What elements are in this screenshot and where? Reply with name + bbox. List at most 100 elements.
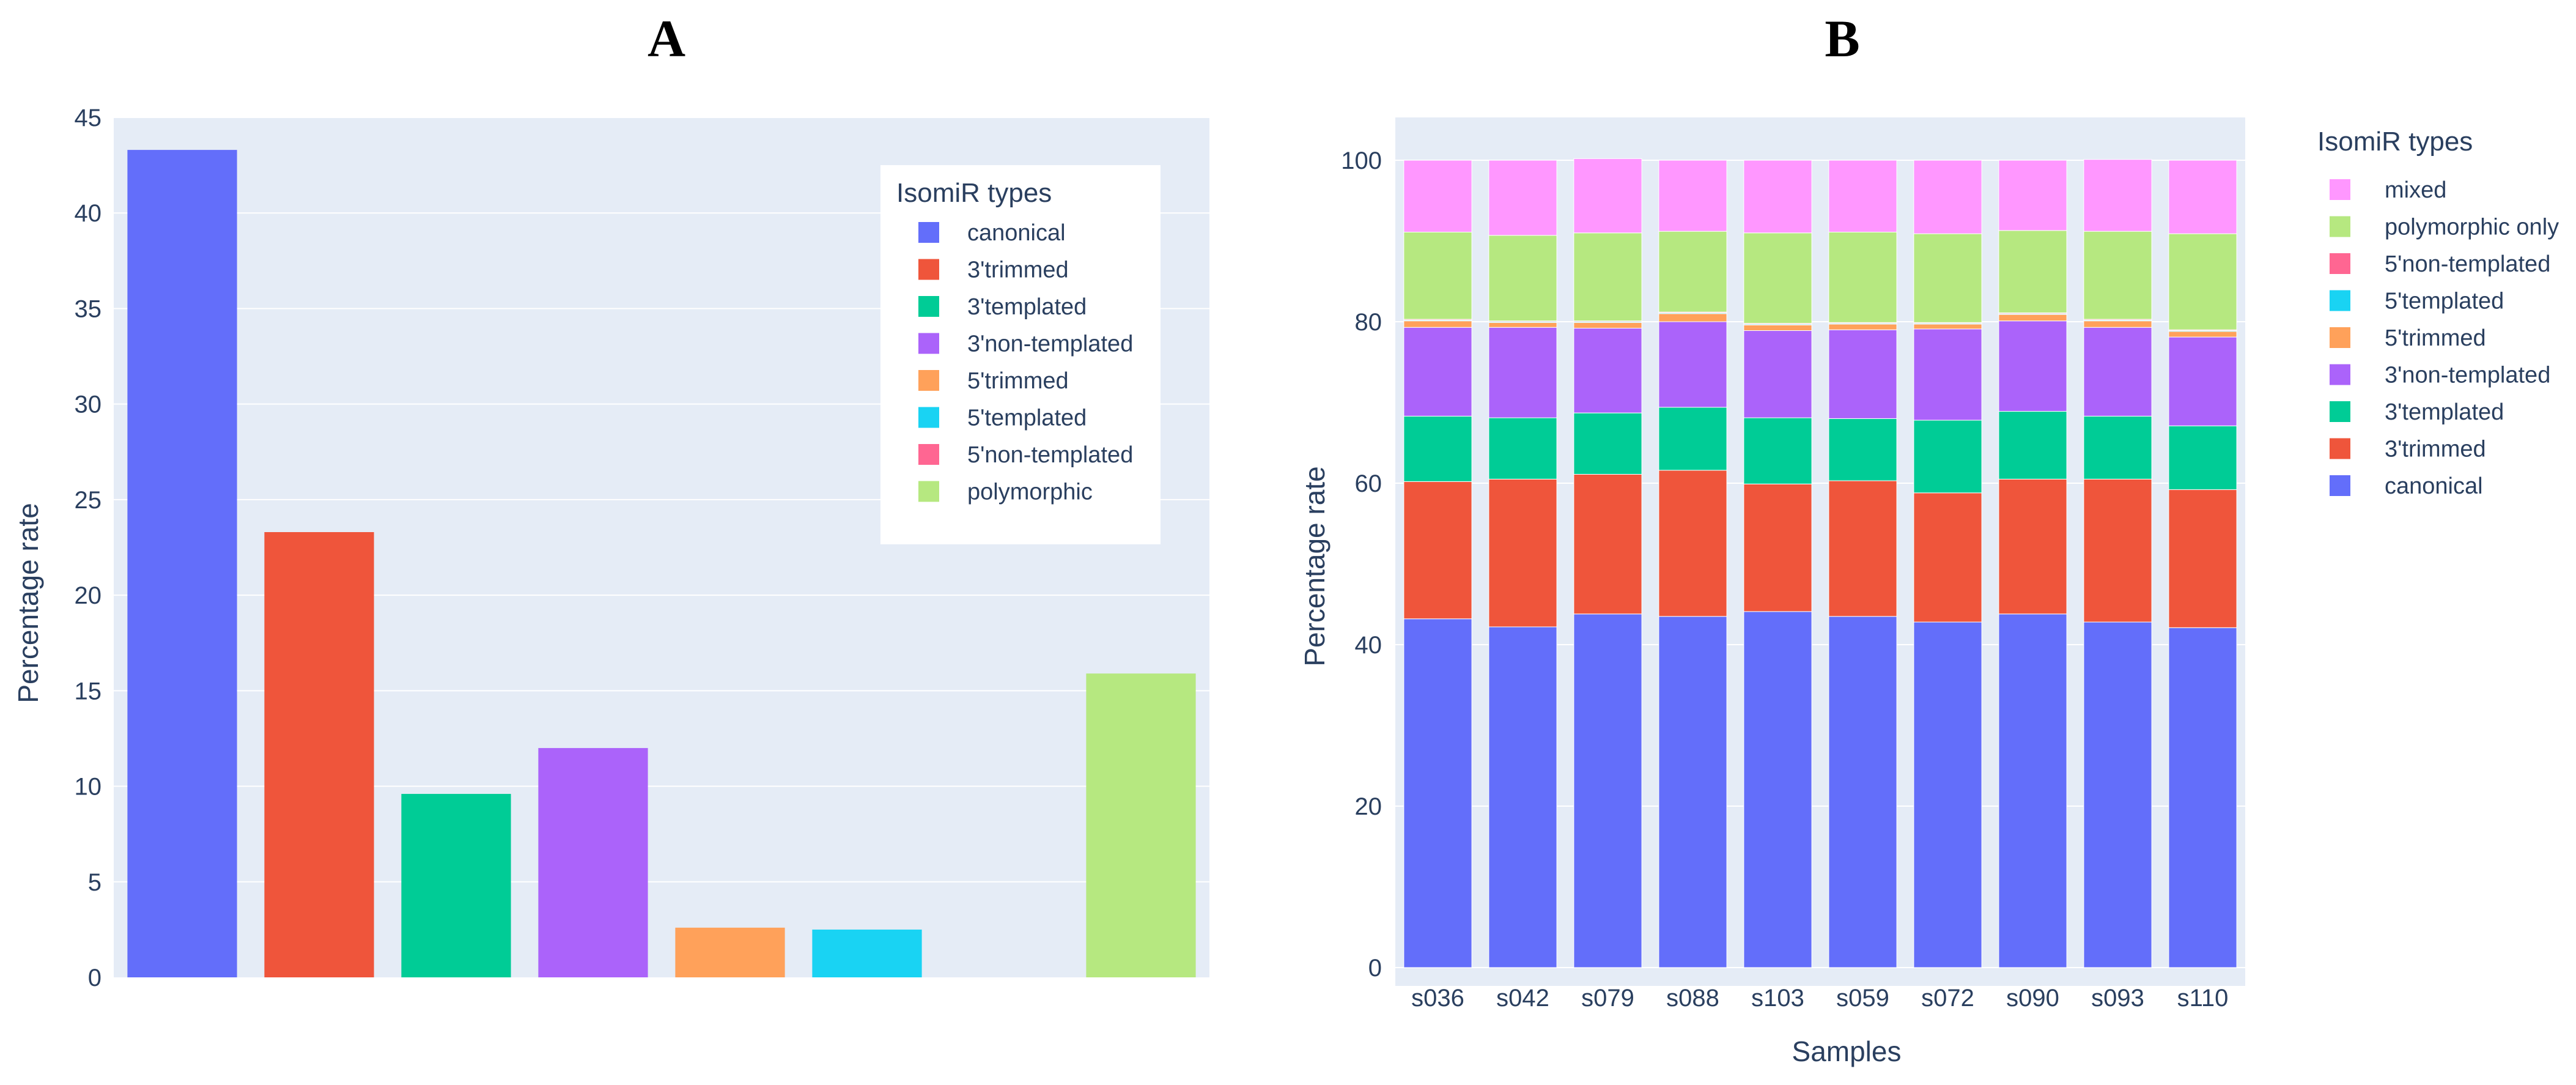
chart-a-legend-swatch (918, 444, 939, 465)
chart-b-bar-s079-3templated (1573, 412, 1642, 475)
chart-a-legend-swatch (918, 407, 939, 428)
chart-b-bar-s090-polymorphic-only (1998, 230, 2067, 313)
chart-b-bar-s093-5trimmed (2083, 320, 2152, 328)
chart-b-x-tick-label: s059 (1836, 985, 1889, 1012)
chart-b-x-tick-label: s088 (1666, 985, 1719, 1012)
chart-b-bar-s088-polymorphic-only (1658, 231, 1727, 313)
chart-b-bar-s079-canonical (1573, 613, 1642, 968)
chart-a-y-tick-label: 35 (75, 295, 102, 322)
chart-b-legend-swatch (2330, 216, 2350, 237)
chart-b-y-tick-label: 20 (1355, 793, 1382, 820)
chart-a-legend-label: canonical (967, 220, 1066, 246)
chart-b-bar-s088-canonical (1658, 616, 1727, 968)
chart-b-legend-label: 5'trimmed (2385, 325, 2486, 351)
chart-b-legend-swatch (2330, 475, 2350, 496)
chart-b-bar-s042-3non-templated (1488, 327, 1557, 418)
chart-b-legend-swatch (2330, 438, 2350, 459)
chart-a-legend-swatch (918, 333, 939, 354)
chart-b-legend-swatch (2330, 253, 2350, 274)
chart-b-bar-s093-canonical (2083, 621, 2152, 968)
chart-a-y-tick-label: 40 (75, 200, 102, 227)
chart-b-bar-s093-3templated (2083, 415, 2152, 480)
chart-a-legend-swatch (918, 222, 939, 243)
chart-b-bar-s110-3trimmed (2168, 489, 2237, 628)
chart-b-y-tick-label: 80 (1355, 309, 1382, 336)
chart-b-bar-s072-mixed (1913, 160, 1982, 234)
chart-b-legend-label: mixed (2385, 177, 2446, 203)
chart-a-legend-swatch (918, 481, 939, 502)
chart-b-bar-s042-polymorphic-only (1488, 235, 1557, 322)
chart-b-bar-s079-5trimmed (1573, 322, 1642, 329)
chart-b-bar-s079-3trimmed (1573, 473, 1642, 615)
chart-a-legend-swatch (918, 296, 939, 317)
chart-b: 0 20 40 60 80 100 s036 s042 s079 s088 s103 s059 s072… (1341, 117, 2559, 1012)
chart-b-x-tick-label: s072 (1921, 985, 1974, 1012)
chart-a-bar-5templated (812, 929, 922, 977)
chart-b-legend-swatch (2330, 327, 2350, 348)
chart-a-y-tick-label: 0 (88, 965, 101, 991)
chart-b-bar-s103-3non-templated (1743, 330, 1812, 418)
chart-b-bar-s072-3non-templated (1913, 328, 1982, 421)
chart-a-bar-polymorphic (1086, 673, 1196, 977)
chart-a-bar-5trimmed (675, 927, 785, 977)
chart-b-bar-s103-canonical (1743, 611, 1812, 968)
chart-a-legend-title: IsomiR types (896, 178, 1052, 208)
chart-b-bar-s079-polymorphic-only (1573, 232, 1642, 322)
chart-b-bar-s093-3non-templated (2083, 327, 2152, 417)
chart-b-bar-s103-5trimmed (1743, 324, 1812, 331)
chart-a-y-tick-label: 25 (75, 487, 102, 514)
chart-b-x-tick-label: s103 (1751, 985, 1804, 1012)
chart-a-bar-3non-templated (538, 748, 648, 977)
chart-b-bar-s072-5trimmed (1913, 324, 1982, 330)
chart-b-legend-label: polymorphic only (2385, 215, 2559, 240)
chart-b-bar-s036-canonical (1403, 618, 1472, 968)
chart-b-legend-swatch (2330, 364, 2350, 385)
chart-b-bar-s059-3trimmed (1828, 480, 1897, 617)
chart-b-y-tick-label: 0 (1368, 955, 1382, 982)
chart-b-bar-s103-polymorphic-only (1743, 232, 1812, 324)
chart-b-bar-s059-3templated (1828, 418, 1897, 481)
chart-b-bar-s036-3non-templated (1403, 327, 1472, 417)
chart-a: 0 5 10 15 20 25 30 35 40 45 canonical 3'trimmed 3'te… (75, 105, 1209, 991)
chart-b-bar-s079-mixed (1573, 158, 1642, 234)
chart-b-bar-s059-mixed (1828, 160, 1897, 232)
chart-a-legend-label: 3'trimmed (967, 257, 1069, 283)
chart-a-bar-3templated (401, 794, 511, 977)
chart-b-bar-s072-canonical (1913, 621, 1982, 968)
chart-a-legend-label: 3'templated (967, 294, 1087, 320)
chart-b-bar-s110-mixed (2168, 160, 2237, 234)
chart-a-y-tick-label: 20 (75, 582, 102, 609)
chart-b-bar-s072-polymorphic-only (1913, 233, 1982, 323)
chart-a-y-tick-label: 5 (88, 869, 101, 896)
chart-b-bar-s042-canonical (1488, 626, 1557, 968)
chart-b-bar-s088-3trimmed (1658, 470, 1727, 617)
chart-b-legend-swatch (2330, 179, 2350, 200)
chart-b-legend-label: canonical (2385, 473, 2483, 499)
chart-a-legend-label: polymorphic (967, 480, 1093, 505)
chart-a-legend-swatch (918, 259, 939, 280)
chart-b-y-axis-title: Percentage rate (1299, 466, 1330, 666)
chart-b-bar-s088-mixed (1658, 160, 1727, 232)
chart-b-bar-s072-3trimmed (1913, 492, 1982, 623)
chart-b-bar-s079-3non-templated (1573, 328, 1642, 413)
chart-b-bar-s036-3trimmed (1403, 481, 1472, 620)
chart-b-bar-s110-polymorphic-only (2168, 233, 2237, 330)
chart-b-bar-s059-3non-templated (1828, 329, 1897, 419)
chart-b-x-axis-title: Samples (1792, 1035, 1902, 1067)
chart-b-bar-s088-3templated (1658, 407, 1727, 471)
chart-b-legend-label: 3'templated (2385, 399, 2504, 425)
chart-a-legend-label: 5'non-templated (967, 442, 1133, 468)
chart-a-legend-label: 5'templated (967, 405, 1087, 431)
chart-b-bar-s036-mixed (1403, 160, 1472, 232)
chart-a-legend-swatch (918, 370, 939, 391)
chart-b-bar-s110-5trimmed (2168, 331, 2237, 338)
chart-b-bar-s036-5trimmed (1403, 320, 1472, 328)
chart-b-legend-swatch (2330, 401, 2350, 422)
chart-b-bar-s090-5trimmed (1998, 314, 2067, 322)
chart-b-y-tick-label: 100 (1341, 147, 1382, 174)
chart-b-bar-s036-polymorphic-only (1403, 231, 1472, 320)
chart-b-bar-s090-3trimmed (1998, 478, 2067, 615)
chart-b-bar-s042-3trimmed (1488, 478, 1557, 628)
chart-b-y-tick-label: 60 (1355, 470, 1382, 497)
